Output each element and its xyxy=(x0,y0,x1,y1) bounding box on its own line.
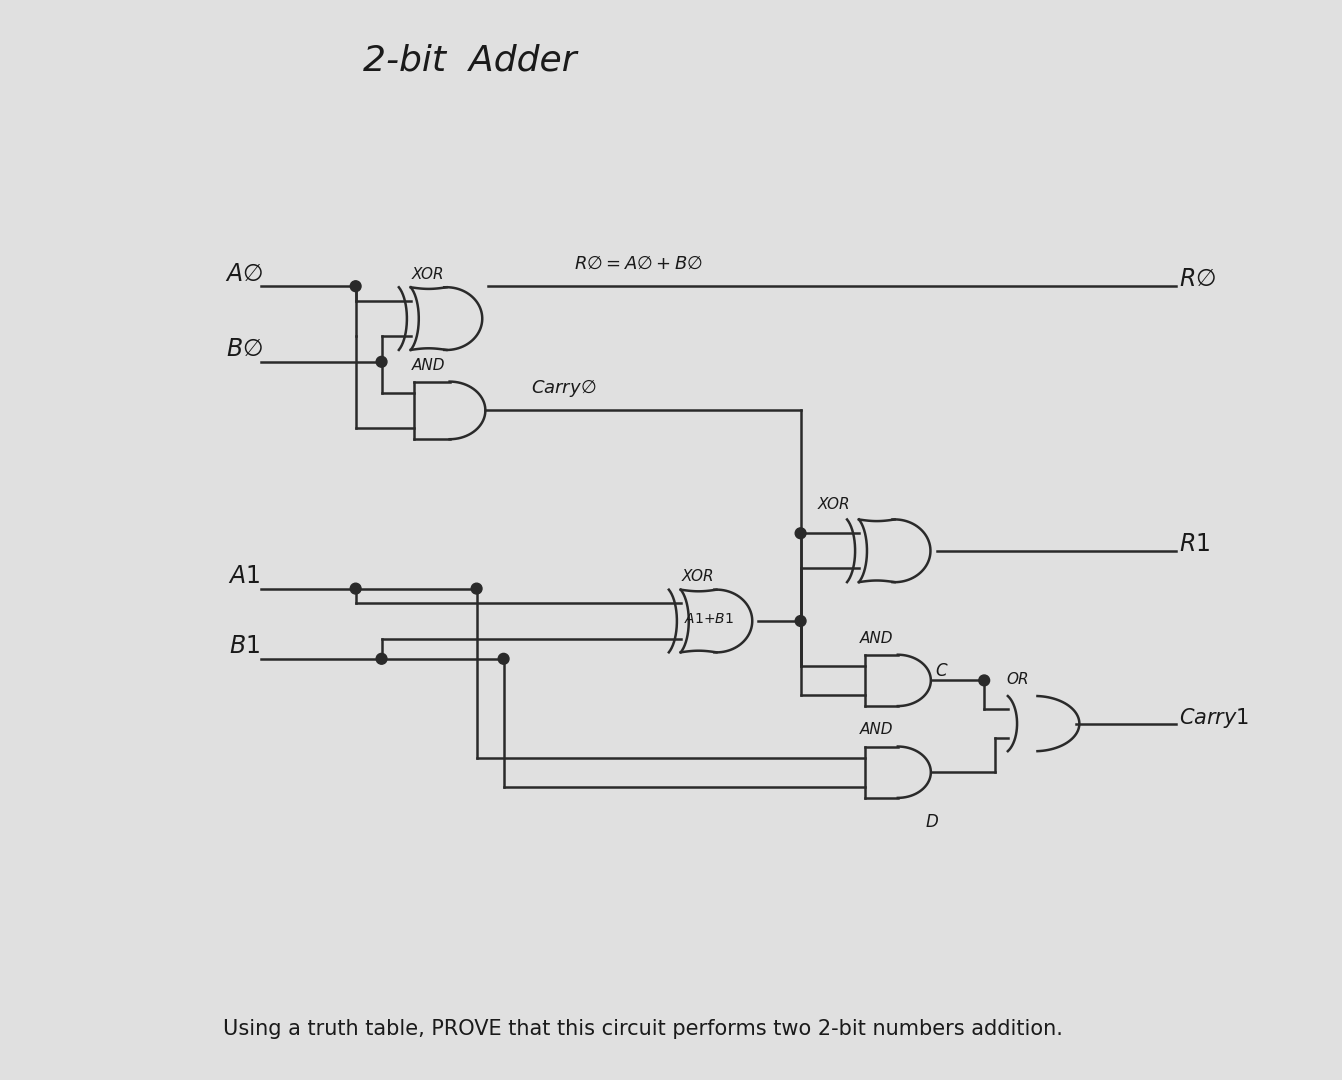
Text: XOR: XOR xyxy=(817,497,851,512)
Text: $Carry\emptyset$: $Carry\emptyset$ xyxy=(530,377,596,400)
Text: $R\emptyset$: $R\emptyset$ xyxy=(1178,267,1216,292)
Text: $D$: $D$ xyxy=(925,813,939,832)
Text: $Carry1$: $Carry1$ xyxy=(1178,705,1249,730)
Text: $R\emptyset = A\emptyset + B\emptyset$: $R\emptyset = A\emptyset + B\emptyset$ xyxy=(574,255,703,273)
Text: $A\emptyset$: $A\emptyset$ xyxy=(225,261,263,286)
Text: $B1$: $B1$ xyxy=(229,634,260,659)
Text: Using a truth table, PROVE that this circuit performs two 2-bit numbers addition: Using a truth table, PROVE that this cir… xyxy=(223,1018,1063,1039)
Circle shape xyxy=(350,583,361,594)
Circle shape xyxy=(796,616,807,626)
Text: XOR: XOR xyxy=(412,267,444,282)
Text: XOR: XOR xyxy=(682,569,714,584)
Text: AND: AND xyxy=(412,359,446,374)
Text: AND: AND xyxy=(860,723,894,738)
Text: $C$: $C$ xyxy=(935,662,949,680)
Circle shape xyxy=(376,653,386,664)
Text: $B\emptyset$: $B\emptyset$ xyxy=(225,337,263,362)
Text: 2-bit  Adder: 2-bit Adder xyxy=(364,43,577,77)
Text: $R1$: $R1$ xyxy=(1178,531,1209,556)
Text: AND: AND xyxy=(860,631,894,646)
Text: OR: OR xyxy=(1006,672,1029,687)
Circle shape xyxy=(796,528,807,539)
Circle shape xyxy=(978,675,989,686)
Text: $A1$: $A1$ xyxy=(228,564,260,589)
Circle shape xyxy=(376,356,386,367)
Circle shape xyxy=(471,583,482,594)
Text: $A1{+}B1$: $A1{+}B1$ xyxy=(684,612,734,626)
Circle shape xyxy=(350,281,361,292)
Circle shape xyxy=(498,653,509,664)
